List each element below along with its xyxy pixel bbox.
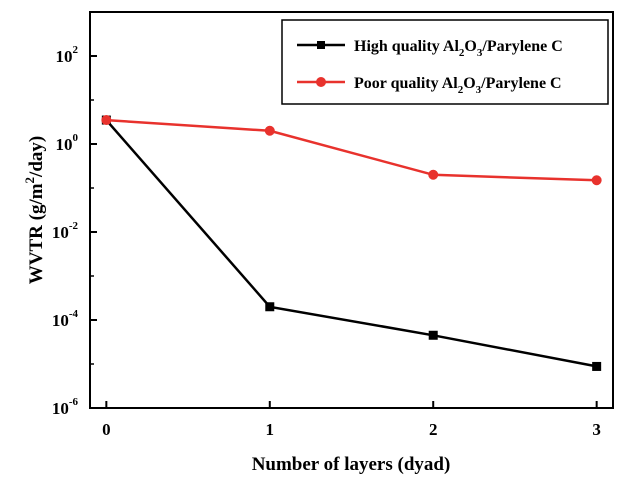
legend-marker-high	[317, 41, 325, 49]
series-line-1	[106, 118, 597, 182]
legend-poor-b: 2	[458, 84, 464, 96]
legend-poor-e: /Parylene C	[480, 75, 561, 92]
y-tick-base: 10	[52, 311, 69, 330]
y-tick-base: 10	[52, 399, 69, 418]
legend-high-c: O	[464, 38, 476, 55]
data-point-high	[428, 330, 438, 340]
y-tick-base: 10	[56, 135, 73, 154]
data-point-poor	[591, 175, 602, 186]
y-tick-exponent: 0	[73, 132, 79, 144]
legend-poor-a: Poor quality Al	[354, 75, 458, 92]
y-tick-exponent: -4	[69, 308, 79, 320]
y-tick-exponent: -2	[69, 220, 79, 232]
y-tick-exponent: -6	[69, 396, 79, 408]
x-axis-title: Number of layers (dyad)	[252, 454, 451, 475]
data-point-high	[592, 361, 602, 371]
y-axis-title-pre: WVTR (g/m	[26, 183, 47, 284]
legend-label-poor: Poor quality Al2O3/Parylene C	[354, 75, 562, 96]
y-tick-label: 100	[56, 132, 79, 154]
y-axis-title: WVTR (g/m2/day)	[22, 136, 47, 285]
y-tick-label: 10-6	[52, 396, 79, 418]
data-point-poor	[428, 169, 439, 180]
y-axis-title-post: /day)	[26, 136, 47, 178]
x-tick-label: 2	[429, 420, 438, 439]
y-tick-label: 102	[56, 44, 79, 66]
data-point-poor	[264, 125, 275, 136]
series-line-0	[105, 119, 597, 368]
y-tick-label: 10-2	[52, 220, 79, 242]
y-tick-base: 10	[56, 47, 73, 66]
y-tick-label: 10-4	[52, 308, 79, 330]
legend-high-b: 2	[459, 47, 465, 59]
x-tick-label: 1	[266, 420, 275, 439]
legend-poor-d: 3	[476, 84, 482, 96]
legend: High quality Al2O3/Parylene C Poor quali…	[281, 19, 609, 105]
plot-frame	[89, 11, 614, 409]
y-axis-title-sup: 2	[22, 177, 37, 184]
legend-high-e: /Parylene C	[481, 38, 562, 55]
data-point-poor	[101, 115, 112, 126]
data-point-high	[265, 302, 275, 312]
x-tick-label: 0	[102, 420, 111, 439]
legend-label-high: High quality Al2O3/Parylene C	[354, 38, 563, 59]
legend-high-d: 3	[477, 47, 483, 59]
y-tick-exponent: 2	[73, 44, 79, 56]
legend-high-a: High quality Al	[354, 38, 459, 55]
y-tick-base: 10	[52, 223, 69, 242]
series-group	[101, 115, 602, 371]
legend-poor-c: O	[463, 75, 475, 92]
legend-box	[281, 19, 609, 105]
x-tick-label: 3	[592, 420, 601, 439]
legend-marker-poor	[316, 77, 326, 87]
